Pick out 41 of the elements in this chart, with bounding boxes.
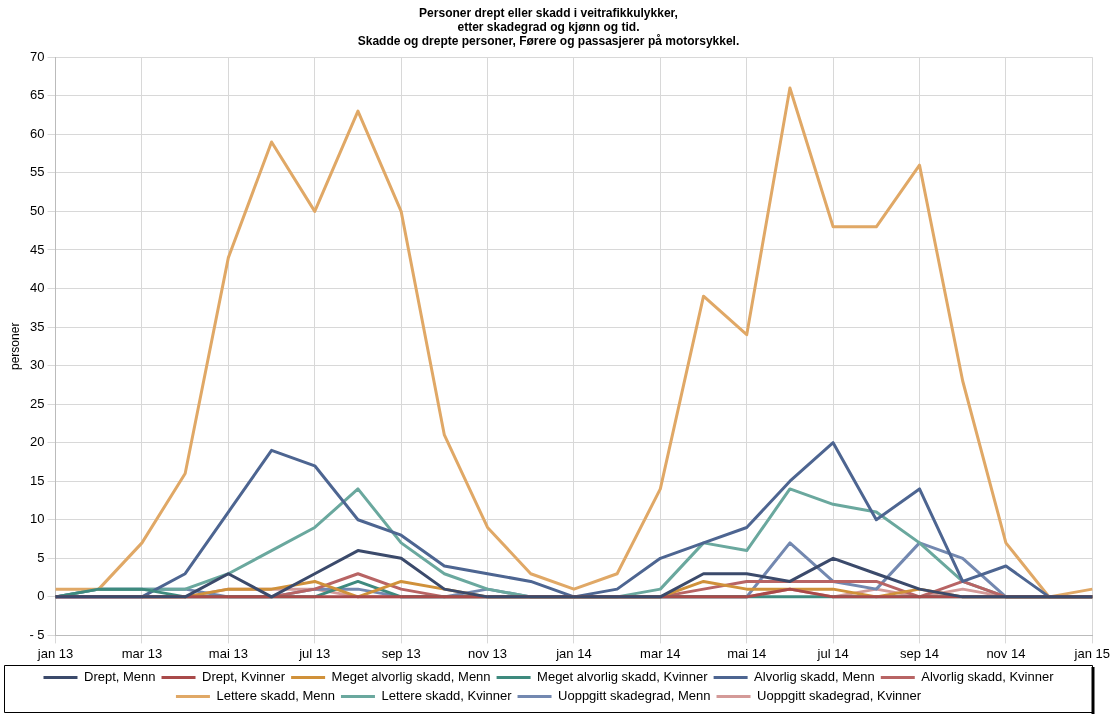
y-tick-label: 45 (30, 241, 45, 257)
y-tick-label: 5 (37, 549, 45, 565)
y-tick-label: 65 (30, 87, 45, 103)
x-tick-label: mai 14 (727, 645, 767, 661)
x-tick-label: jan 13 (36, 645, 74, 661)
y-tick-label: 70 (30, 48, 45, 64)
x-tick-label: sep 13 (381, 645, 421, 661)
x-tick-label: nov 13 (468, 645, 508, 661)
x-tick-label: mar 14 (640, 645, 681, 661)
legend-label: Meget alvorlig skadd, Kvinner (537, 669, 709, 685)
legend-label: Meget alvorlig skadd, Menn (331, 669, 491, 685)
chart-title: Personer drept eller skadd i veitrafikkulykker, etter skadegrad og kjønn og tid. Skadde og drepte personer, Førere og passasjerer på motorsykkel. (357, 5, 740, 49)
y-tick-label: 0 (37, 588, 45, 604)
y-tick-label: 55 (30, 164, 45, 180)
legend-label: Drept, Menn (83, 669, 156, 685)
legend-label: Alvorlig skadd, Menn (754, 669, 875, 685)
y-tick-label: 60 (30, 125, 45, 141)
x-tick-label: jan 14 (555, 645, 592, 661)
legend-label: Uoppgitt skadegrad, Kvinner (757, 688, 922, 704)
legend-label: Lettere skadd, Menn (216, 688, 335, 704)
x-tick-label: jul 13 (298, 645, 331, 661)
y-tick-label: 20 (30, 434, 45, 450)
y-tick-label: 15 (30, 472, 45, 488)
y-tick-label: 10 (30, 511, 45, 527)
y-tick-label: 25 (30, 395, 45, 411)
x-tick-label: jan 15 (1073, 645, 1110, 661)
y-tick-label: 40 (30, 280, 45, 296)
legend-label: Lettere skadd, Kvinner (381, 688, 513, 704)
x-tick-label: nov 14 (986, 645, 1026, 661)
legend-label: Uoppgitt skadegrad, Menn (558, 688, 711, 704)
x-tick-label: mai 13 (208, 645, 248, 661)
y-axis-title: personer (7, 322, 22, 370)
x-tick-label: jul 14 (816, 645, 849, 661)
y-tick-label: 30 (30, 357, 45, 373)
x-tick-label: sep 14 (899, 645, 940, 661)
y-tick-label: 35 (30, 318, 45, 334)
legend-label: Alvorlig skadd, Kvinner (921, 669, 1055, 685)
legend-label: Drept, Kvinner (202, 669, 286, 685)
x-tick-label: mar 13 (121, 645, 163, 661)
y-tick-label: - 5 (29, 626, 45, 642)
y-tick-label: 50 (30, 202, 45, 218)
